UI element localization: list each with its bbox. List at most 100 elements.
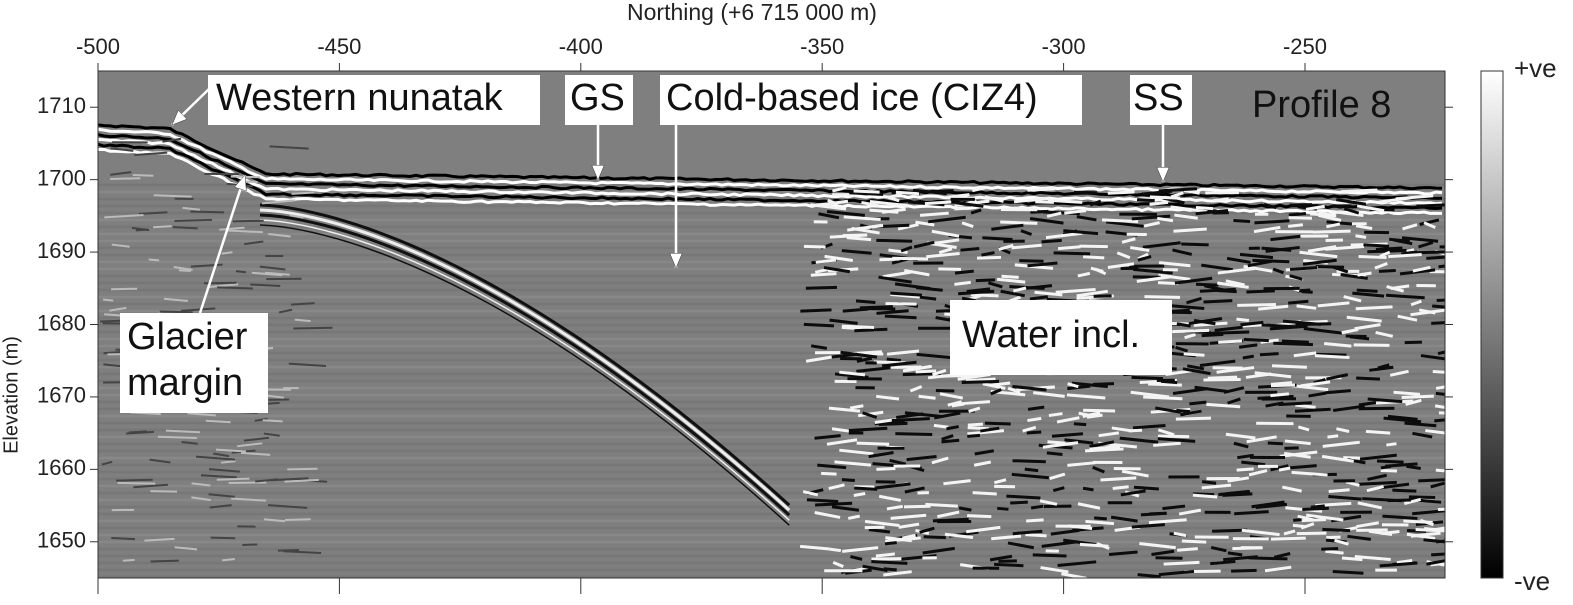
y-tick-label: 1690 — [37, 238, 86, 263]
x-tick-label: -450 — [317, 34, 361, 59]
radar-texture — [278, 550, 299, 551]
radar-texture — [1156, 558, 1183, 559]
radar-texture — [1293, 525, 1306, 526]
radar-texture — [890, 293, 922, 295]
radar-texture — [1244, 339, 1269, 340]
radar-texture — [1236, 319, 1248, 320]
radar-texture — [1026, 520, 1043, 521]
radar-texture — [1074, 424, 1086, 425]
radar-texture — [1196, 208, 1213, 209]
radar-texture — [1254, 221, 1289, 223]
radar-texture — [804, 246, 826, 247]
radar-texture — [117, 483, 155, 484]
radar-texture — [1148, 384, 1182, 385]
radar-texture — [924, 537, 946, 538]
radar-texture — [1001, 276, 1018, 277]
radar-texture — [1223, 494, 1253, 495]
radar-texture — [860, 307, 893, 308]
radar-texture — [871, 562, 907, 564]
radar-texture — [1439, 265, 1455, 267]
radar-texture — [1243, 356, 1254, 358]
radar-texture — [1035, 202, 1054, 203]
radar-texture — [971, 295, 999, 296]
annotation: Profile 8 — [1252, 84, 1391, 126]
radar-texture — [103, 300, 113, 301]
radar-texture — [1403, 521, 1432, 522]
radar-texture — [110, 178, 140, 179]
radar-texture — [1366, 431, 1390, 433]
annotation: GS — [570, 77, 625, 119]
radar-texture — [1177, 549, 1198, 551]
radar-texture — [1208, 377, 1237, 378]
radar-texture — [153, 226, 172, 227]
radar-texture — [1137, 200, 1155, 201]
y-tick-label: 1680 — [37, 310, 86, 335]
radar-texture — [961, 249, 980, 251]
radar-texture — [1321, 548, 1338, 549]
radar-texture — [1025, 469, 1038, 470]
colorbar-label: -ve — [1514, 566, 1550, 596]
radar-texture — [1164, 562, 1200, 564]
y-tick-label: 1710 — [37, 93, 86, 118]
radar-texture — [994, 564, 1023, 565]
radar-texture — [1315, 356, 1349, 358]
radar-texture — [1083, 410, 1115, 411]
radar-texture — [1438, 508, 1470, 509]
y-tick-label: 1660 — [37, 455, 86, 480]
radar-texture — [1416, 204, 1454, 206]
radar-texture — [1437, 299, 1475, 301]
radar-texture — [1138, 575, 1161, 577]
radar-texture — [1141, 513, 1167, 515]
radar-texture — [1132, 377, 1164, 378]
radar-texture — [1218, 341, 1242, 343]
radar-texture — [800, 310, 831, 311]
radar-texture — [150, 491, 177, 492]
radar-texture — [1232, 548, 1262, 549]
radar-texture — [854, 494, 865, 496]
radar-texture — [936, 391, 954, 392]
radar-texture — [997, 508, 1008, 509]
radar-texture — [968, 424, 983, 425]
radar-texture — [1153, 443, 1180, 445]
x-tick-label: -500 — [76, 34, 120, 59]
radar-texture — [1027, 418, 1041, 420]
radar-texture — [854, 191, 880, 192]
annotation: Water incl. — [962, 314, 1140, 356]
x-tick-label: -400 — [559, 34, 603, 59]
radar-texture — [133, 175, 154, 176]
radar-texture — [1313, 231, 1350, 232]
radar-texture — [1083, 488, 1093, 490]
radar-texture — [968, 428, 989, 429]
radar-texture — [1386, 444, 1396, 445]
radar-texture — [1329, 490, 1350, 492]
radar-texture — [1252, 260, 1289, 261]
radar-texture — [285, 519, 311, 520]
radar-texture — [1094, 296, 1112, 297]
radar-texture — [1392, 490, 1416, 491]
radar-texture — [1341, 190, 1377, 192]
radar-texture — [1278, 403, 1311, 405]
radar-texture — [1150, 202, 1169, 204]
radar-texture — [1436, 386, 1447, 388]
radar-texture — [842, 326, 874, 327]
radar-texture — [111, 289, 137, 290]
radar-texture — [242, 544, 257, 545]
radar-texture — [934, 425, 948, 427]
radar-texture — [1176, 410, 1190, 411]
radar-texture — [1410, 252, 1446, 253]
radar-texture — [1237, 469, 1254, 470]
radar-texture — [904, 506, 931, 507]
x-tick-label: -300 — [1042, 34, 1086, 59]
radar-texture — [1246, 291, 1274, 292]
radar-texture — [847, 238, 871, 240]
x-axis-label: Northing (+6 715 000 m) — [627, 0, 877, 25]
radar-texture — [1342, 558, 1362, 560]
radar-texture — [1025, 535, 1046, 536]
radar-texture — [1228, 553, 1242, 555]
radar-texture — [1047, 453, 1063, 455]
annotation: margin — [127, 362, 243, 404]
radar-texture — [1013, 461, 1046, 462]
radar-texture — [892, 419, 930, 421]
annotation: Cold-based ice (CIZ4) — [666, 77, 1038, 119]
radar-texture — [1006, 496, 1040, 498]
